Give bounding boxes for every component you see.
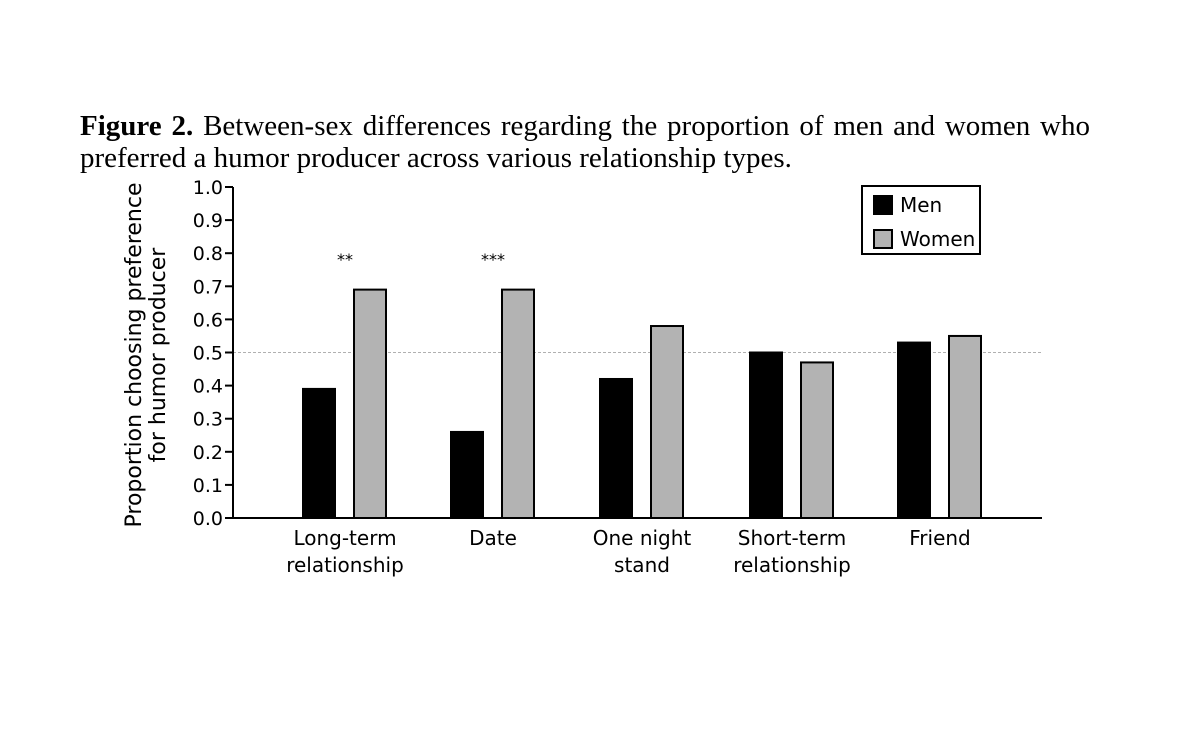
x-category-label: Friend — [909, 526, 971, 550]
y-tick-label: 0.2 — [193, 442, 223, 464]
bar-men — [599, 377, 633, 520]
bar-women — [353, 288, 387, 519]
x-category-label: Short-term — [738, 526, 846, 550]
y-tick-label: 0.3 — [193, 409, 223, 431]
y-tick-label: 0.1 — [193, 475, 223, 497]
x-category-label: relationship — [733, 553, 851, 577]
y-tick-label: 0.7 — [193, 276, 223, 298]
y-tick-label: 0.8 — [193, 243, 223, 265]
y-tick-label: 0.9 — [193, 210, 223, 232]
bar-men — [749, 351, 783, 519]
figure-caption: Figure 2. Between-sex differences regard… — [80, 110, 1090, 174]
legend-label-men: Men — [900, 193, 942, 217]
bar-women — [501, 288, 535, 519]
x-category-label: One night — [593, 526, 692, 550]
bar-women — [800, 361, 834, 519]
significance-label: *** — [481, 250, 505, 269]
y-tick-label: 1.0 — [193, 177, 223, 199]
y-axis-label: Proportion choosing preference — [122, 183, 147, 528]
y-tick-label: 0.4 — [193, 376, 223, 398]
bar-men — [897, 341, 931, 519]
significance-label: ** — [337, 250, 353, 269]
x-category-label: stand — [614, 553, 670, 577]
bar-men — [450, 430, 484, 519]
x-category-label: Date — [469, 526, 517, 550]
legend-swatch-men — [873, 195, 893, 215]
x-category-label: relationship — [286, 553, 404, 577]
y-axis-label: for humor producer — [146, 247, 171, 463]
y-tick-label: 0.6 — [193, 309, 223, 331]
figure-label: Figure 2. — [80, 110, 194, 142]
legend-label-women: Women — [900, 227, 975, 251]
bar-men — [302, 387, 336, 519]
figure-caption-text: Between-sex differences regarding the pr… — [80, 110, 1091, 174]
y-tick-label: 0.0 — [193, 508, 223, 530]
bar-women — [650, 325, 684, 519]
x-category-label: Long-term — [293, 526, 396, 550]
y-tick-label: 0.5 — [193, 343, 223, 365]
bar-women — [948, 334, 982, 520]
legend-swatch-women — [873, 229, 893, 249]
